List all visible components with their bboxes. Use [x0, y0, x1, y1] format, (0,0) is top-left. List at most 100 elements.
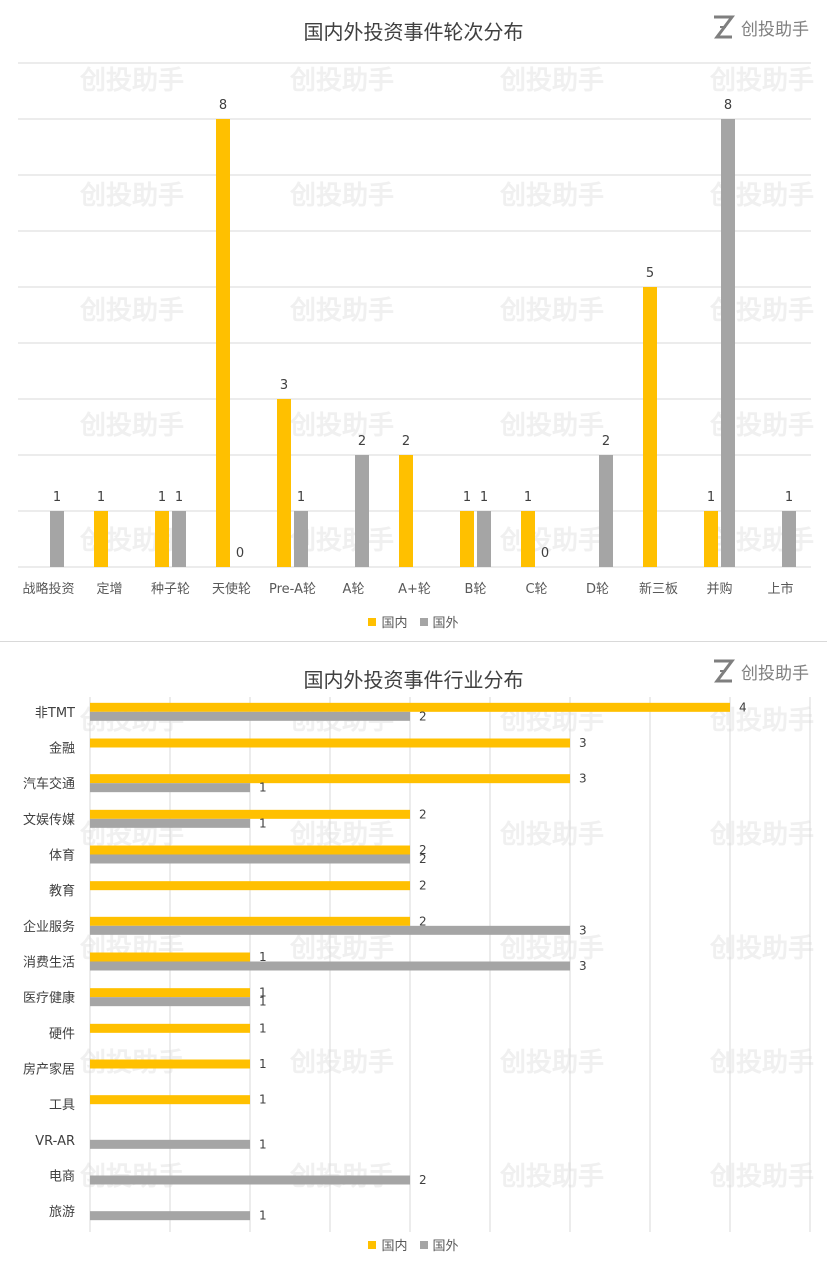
data-label: 3 [579, 923, 587, 937]
data-label: 1 [259, 1057, 267, 1071]
bar-foreign [90, 961, 570, 971]
data-label: 2 [602, 434, 610, 449]
x-tick-label: B轮 [465, 582, 487, 597]
data-label: 1 [175, 490, 183, 505]
y-tick-label: 企业服务 [23, 919, 75, 935]
round-distribution-panel: 创投助手 创投助手 创投助手 创投助手 创投助手 创投助手 创投助手 创投助手 创投助手 创投助手… [0, 14, 827, 642]
bar-foreign [90, 1211, 250, 1221]
bar-foreign [50, 511, 64, 567]
data-label: 1 [707, 490, 715, 505]
x-tick-label: C轮 [525, 582, 547, 597]
y-tick-label: 消费生活 [23, 956, 75, 971]
bar-foreign [599, 455, 613, 567]
bar-foreign [90, 925, 570, 935]
legend-swatch-domestic [368, 1240, 377, 1249]
data-label: 1 [53, 490, 61, 505]
data-label: 3 [579, 959, 587, 973]
data-label: 2 [419, 1173, 427, 1187]
bar-domestic [90, 881, 410, 891]
z-logo-icon [714, 15, 735, 39]
chart-title-rounds: 国内外投资事件轮次分布 [303, 20, 524, 44]
bar-domestic [90, 845, 410, 855]
data-label: 2 [419, 709, 427, 723]
data-label: 1 [259, 995, 267, 1009]
bar-domestic [90, 702, 730, 712]
legend-label-domestic: 国内 [381, 1239, 408, 1254]
data-label: 1 [259, 1137, 267, 1151]
data-label: 8 [219, 98, 227, 113]
bar-domestic [90, 1023, 250, 1033]
brand-logo: 创投助手 [711, 14, 809, 40]
x-tick-label: 新三板 [639, 581, 678, 597]
data-label: 4 [739, 700, 747, 714]
bar-domestic [277, 399, 291, 567]
bar-domestic [90, 774, 570, 784]
bar-domestic [90, 1095, 250, 1105]
bar-domestic [90, 738, 570, 748]
bar-foreign [294, 511, 308, 567]
bar-foreign [90, 711, 410, 721]
bar-domestic [155, 511, 169, 567]
data-label: 1 [259, 1021, 267, 1035]
bar-domestic [704, 511, 718, 567]
data-label: 2 [402, 434, 410, 449]
z-logo-icon [714, 659, 735, 683]
data-label: 2 [419, 843, 427, 857]
y-tick-label: 教育 [49, 883, 75, 899]
y-tick-label: 汽车交通 [23, 776, 75, 792]
brand-name: 创投助手 [741, 19, 809, 40]
x-tick-label: 天使轮 [212, 581, 251, 597]
data-label: 1 [480, 490, 488, 505]
data-label: 1 [463, 490, 471, 505]
legend-swatch-foreign [419, 1240, 428, 1249]
legend-swatch-foreign [419, 617, 428, 626]
bar-foreign [90, 854, 410, 864]
y-tick-label: 体育 [49, 848, 75, 864]
x-tick-label: 种子轮 [151, 582, 190, 597]
y-tick-label: 金融 [49, 741, 75, 757]
data-label: 1 [259, 1093, 267, 1107]
legend-swatch-domestic [368, 617, 377, 626]
legend-item-foreign: 国外 [419, 612, 459, 631]
x-tick-label: A轮 [343, 582, 365, 597]
bar-domestic [460, 511, 474, 567]
data-label: 3 [579, 736, 587, 750]
brand-name: 创投助手 [741, 663, 809, 684]
data-label: 1 [158, 490, 166, 505]
y-tick-label: 电商 [49, 1170, 75, 1185]
y-tick-label: 医疗健康 [23, 990, 75, 1006]
y-tick-label: VR-AR [35, 1134, 75, 1149]
data-label: 8 [724, 98, 732, 113]
y-tick-label: 工具 [49, 1098, 75, 1113]
data-label: 1 [259, 781, 267, 795]
bar-domestic [399, 455, 413, 567]
legend-label-foreign: 国外 [432, 616, 459, 631]
bar-foreign [782, 511, 796, 567]
brand-logo: 创投助手 [711, 658, 809, 684]
bar-foreign [172, 511, 186, 567]
data-label: 1 [259, 986, 267, 1000]
legend-item-domestic: 国内 [368, 612, 408, 631]
bar-foreign [355, 455, 369, 567]
bar-foreign [90, 1139, 250, 1149]
bar-foreign [90, 1175, 410, 1185]
bar-domestic [90, 952, 250, 962]
bar-domestic [216, 119, 230, 567]
bar-domestic [643, 287, 657, 567]
data-label: 2 [419, 852, 427, 866]
data-label: 0 [541, 546, 549, 561]
data-label: 1 [259, 816, 267, 830]
bar-domestic [521, 511, 535, 567]
data-label: 1 [524, 490, 532, 505]
chart-title-industry: 国内外投资事件行业分布 [303, 668, 524, 692]
y-tick-label: 硬件 [49, 1027, 75, 1042]
data-label: 2 [358, 434, 366, 449]
data-label: 1 [785, 490, 793, 505]
data-label: 3 [579, 772, 587, 786]
x-tick-label: Pre-A轮 [269, 582, 316, 597]
bar-foreign [90, 783, 250, 793]
x-tick-label: 战略投资 [22, 581, 74, 597]
x-tick-label: D轮 [586, 582, 609, 597]
